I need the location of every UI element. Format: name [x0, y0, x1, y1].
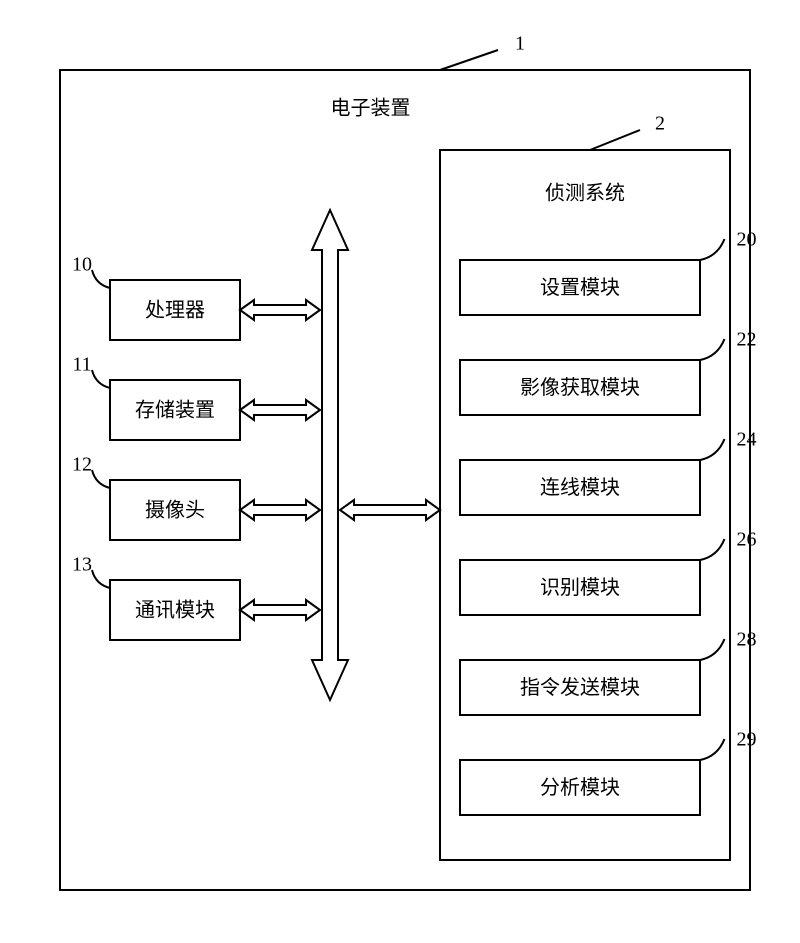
svg-text:摄像头: 摄像头 — [145, 499, 205, 522]
svg-text:影像获取模块: 影像获取模块 — [520, 376, 640, 399]
svg-text:处理器: 处理器 — [145, 299, 205, 322]
svg-text:识别模块: 识别模块 — [540, 576, 620, 599]
svg-text:26: 26 — [737, 529, 757, 551]
svg-text:连线模块: 连线模块 — [540, 476, 620, 499]
svg-text:12: 12 — [72, 454, 92, 476]
svg-text:分析模块: 分析模块 — [540, 776, 620, 799]
svg-text:指令发送模块: 指令发送模块 — [520, 676, 640, 699]
svg-text:13: 13 — [72, 554, 92, 576]
svg-text:侦测系统: 侦测系统 — [545, 182, 625, 205]
svg-text:设置模块: 设置模块 — [540, 276, 620, 299]
svg-text:存储装置: 存储装置 — [135, 399, 215, 422]
svg-text:28: 28 — [737, 629, 757, 651]
svg-text:电子装置: 电子装置 — [331, 97, 411, 120]
svg-text:24: 24 — [737, 429, 757, 451]
svg-text:1: 1 — [515, 33, 525, 55]
svg-text:29: 29 — [737, 729, 757, 751]
svg-text:20: 20 — [737, 229, 757, 251]
svg-text:2: 2 — [655, 113, 665, 135]
svg-text:11: 11 — [72, 354, 91, 376]
svg-text:22: 22 — [737, 329, 757, 351]
svg-text:10: 10 — [72, 254, 92, 276]
svg-text:通讯模块: 通讯模块 — [135, 599, 215, 622]
